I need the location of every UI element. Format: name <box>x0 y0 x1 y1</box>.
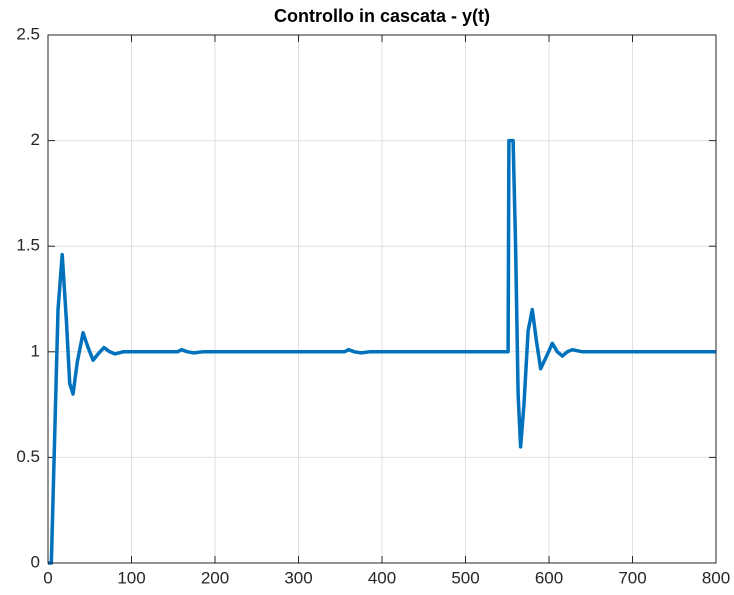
y-tick-label: 2.5 <box>16 24 40 43</box>
x-tick-label: 500 <box>451 568 479 587</box>
axes-box <box>47 34 717 564</box>
y-tick-label: 1 <box>31 341 40 360</box>
data-line <box>48 138 716 565</box>
y-tick-label: 0.5 <box>16 447 40 466</box>
y-tick-label: 1.5 <box>16 236 40 255</box>
x-tick-label: 600 <box>535 568 563 587</box>
chart-title: Controllo in cascata - y(t) <box>274 6 490 26</box>
x-tick-label: 700 <box>618 568 646 587</box>
x-tick-label: 300 <box>284 568 312 587</box>
y-tick-label: 2 <box>31 130 40 149</box>
x-tick-label: 100 <box>117 568 145 587</box>
x-tick-label: 200 <box>201 568 229 587</box>
x-tick-label: 400 <box>368 568 396 587</box>
x-tick-label: 800 <box>702 568 730 587</box>
x-tick-label: 0 <box>43 568 52 587</box>
y-tick-label: 0 <box>31 552 40 571</box>
